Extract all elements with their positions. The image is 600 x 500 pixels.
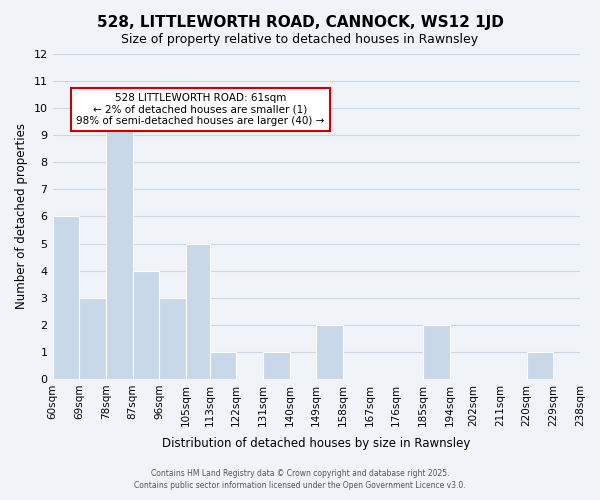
Bar xyxy=(316,325,343,379)
Bar xyxy=(159,298,186,379)
Y-axis label: Number of detached properties: Number of detached properties xyxy=(15,124,28,310)
Bar xyxy=(53,216,79,379)
X-axis label: Distribution of detached houses by size in Rawnsley: Distribution of detached houses by size … xyxy=(162,437,470,450)
Text: Contains HM Land Registry data © Crown copyright and database right 2025.
Contai: Contains HM Land Registry data © Crown c… xyxy=(134,468,466,490)
Text: 528, LITTLEWORTH ROAD, CANNOCK, WS12 1JD: 528, LITTLEWORTH ROAD, CANNOCK, WS12 1JD xyxy=(97,15,503,30)
Bar xyxy=(263,352,290,379)
Bar xyxy=(79,298,106,379)
Bar xyxy=(106,108,133,379)
Bar xyxy=(186,244,209,379)
Bar xyxy=(527,352,553,379)
Text: Size of property relative to detached houses in Rawnsley: Size of property relative to detached ho… xyxy=(121,32,479,46)
Text: 528 LITTLEWORTH ROAD: 61sqm
← 2% of detached houses are smaller (1)
98% of semi-: 528 LITTLEWORTH ROAD: 61sqm ← 2% of deta… xyxy=(76,93,325,126)
Bar xyxy=(209,352,236,379)
Bar xyxy=(133,270,159,379)
Bar xyxy=(423,325,449,379)
